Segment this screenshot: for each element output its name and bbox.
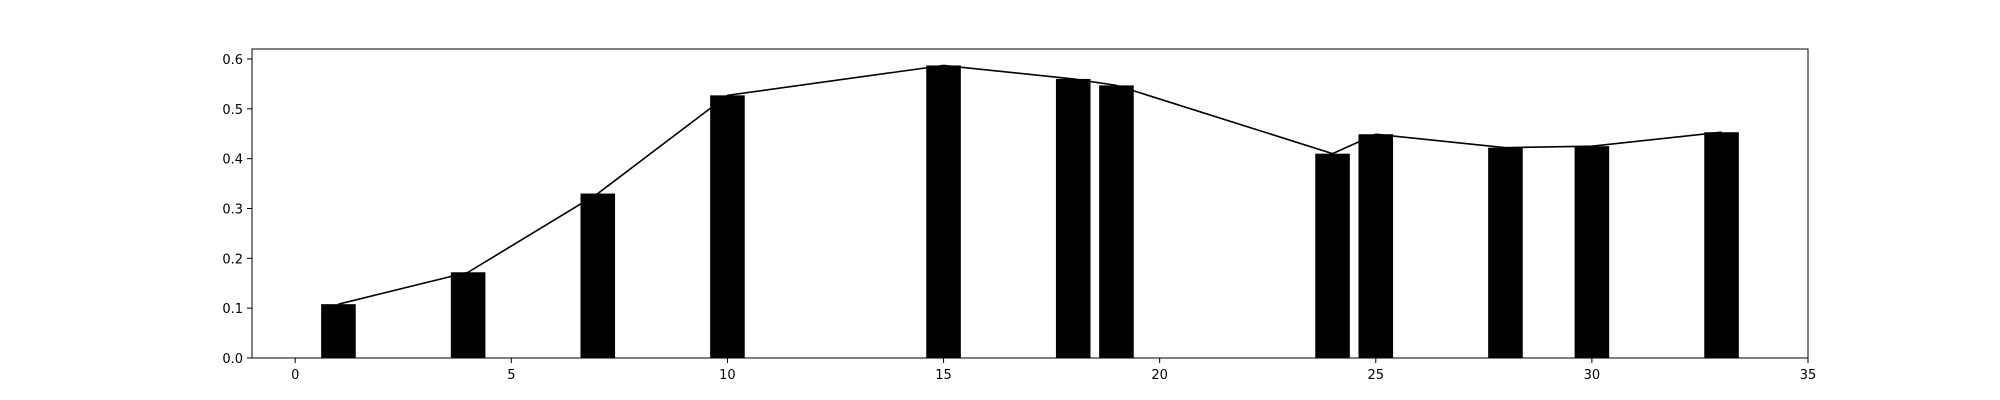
y-tick-label: 0.4	[222, 153, 243, 168]
bar-15	[926, 65, 961, 358]
x-tick-label: 5	[507, 368, 515, 383]
y-tick-label: 0.5	[222, 103, 243, 118]
bar-7	[580, 193, 616, 358]
y-tick-label: 0.1	[222, 302, 243, 317]
series-line	[338, 64, 1722, 305]
x-tick-label: 15	[935, 368, 952, 383]
bar-24	[1315, 153, 1350, 358]
bar-10	[710, 95, 745, 358]
bar-28	[1488, 147, 1523, 358]
bar-25	[1358, 134, 1394, 358]
bar-4	[450, 272, 486, 358]
x-tick-label: 0	[291, 368, 299, 383]
y-tick-label: 0.3	[222, 202, 243, 217]
y-tick-label: 0.0	[222, 352, 243, 367]
y-axis: 0.0 0.1 0.2 0.3 0.4 0.5 0.6	[222, 53, 252, 367]
y-tick-label: 0.6	[222, 53, 243, 68]
x-tick-label: 25	[1368, 368, 1385, 383]
bar-18	[1055, 78, 1091, 358]
x-tick-label: 35	[1800, 368, 1817, 383]
bar-19	[1099, 85, 1134, 358]
bar-1	[321, 304, 356, 358]
x-tick-label: 30	[1584, 368, 1601, 383]
x-tick-label: 20	[1151, 368, 1168, 383]
bar-33	[1704, 132, 1739, 358]
bars-group	[321, 65, 1739, 358]
bar-30	[1574, 146, 1610, 358]
y-tick-label: 0.2	[222, 252, 243, 267]
x-tick-label: 10	[719, 368, 736, 383]
x-axis: 0 5 10 15 20 25 30 35	[291, 358, 1816, 383]
line-series-group	[338, 64, 1722, 305]
axes-frame	[251, 48, 1809, 359]
